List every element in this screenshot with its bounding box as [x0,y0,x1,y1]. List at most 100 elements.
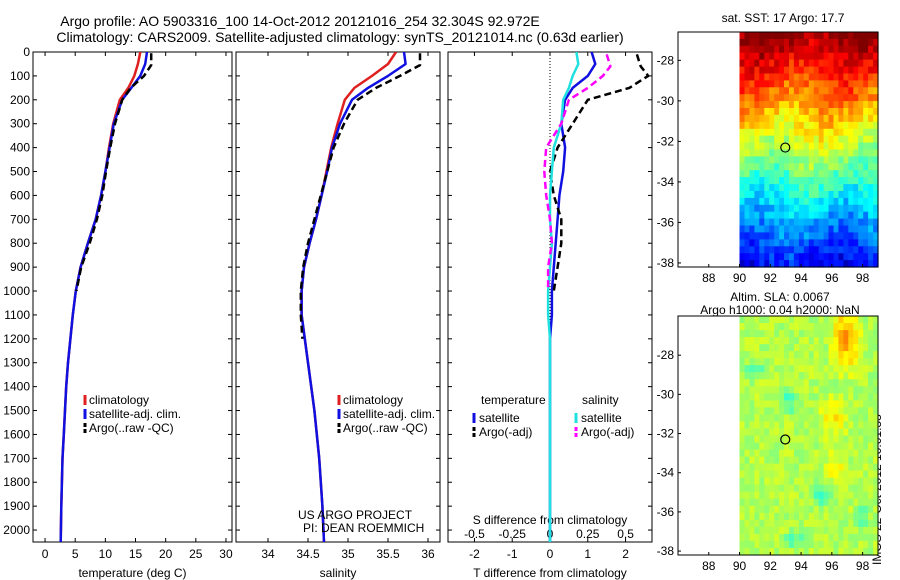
sst-map-cell [764,45,770,54]
sla-map-cell [754,365,760,373]
sst-map-cell [873,253,879,261]
sla-map-cell [759,463,765,472]
sla-map-cell [798,428,805,437]
sla-map-cell [764,358,770,366]
sla-map-cell [774,540,780,549]
sla-map-cell [873,540,879,549]
sla-map-cell [764,316,770,324]
sla-map-xtick-label: 88 [702,559,716,573]
sst-map-cell [838,149,844,157]
sst-map-cell [808,177,815,185]
sst-map-cell [863,32,869,40]
sst-map-cell [789,80,795,88]
sst-map-cell [813,163,820,171]
sla-map-cell [823,400,830,408]
sla-map-cell [828,330,834,338]
sst-map-cell [754,163,760,171]
sst-map-cell [739,45,745,54]
sla-map-cell [818,316,825,324]
sst-map-cell [848,260,854,268]
sst-map-cell [823,239,830,247]
sla-map-cell [789,484,795,493]
sla-map-cell [868,358,874,366]
sst-map-cell [759,149,765,157]
sst-map-cell [749,114,755,123]
legend-salinity-label: Argo(-adj) [581,425,634,439]
sst-map-cell [754,108,760,116]
sst-map-cell [798,80,805,88]
sst-map-cell [744,45,750,54]
sla-map-cell [784,421,790,429]
sst-map-cell [798,73,805,81]
sst-map-cell [779,59,785,68]
sla-map-cell [803,386,810,394]
sst-map-cell [858,204,864,213]
sla-map-cell [828,428,834,437]
sst-map-cell [774,128,780,137]
legend-temperature-label: Argo(-adj) [479,425,532,439]
sla-map-cell [744,470,750,479]
sla-map-cell [838,512,844,521]
sst-map-cell [769,218,775,227]
sla-map-cell [823,337,830,345]
sla-map-cell [808,449,815,458]
sst-map-cell [858,253,864,261]
sla-map-cell [863,463,869,472]
sla-map-cell [873,491,879,500]
sst-map-cell [853,142,859,151]
sla-map-cell [784,540,790,549]
sla-map-cell [789,386,795,394]
sla-map-cell [774,365,780,373]
sla-map-cell [739,379,745,387]
sla-map-cell [764,414,770,422]
sla-map-cell [769,421,775,429]
sst-map-cell [784,204,790,213]
sst-map-cell [828,52,834,61]
sst-map-cell [744,114,750,123]
sst-map-cell [873,149,879,157]
sla-map-cell [858,393,864,401]
sla-map-cell [813,477,820,486]
sst-map-cell [793,225,800,233]
sla-map-cell [784,330,790,338]
sla-map-cell [739,526,745,535]
sla-map-cell [749,386,755,394]
sla-map-cell [808,421,815,429]
sla-map-cell [833,400,839,408]
sst-map-cell [838,246,844,254]
sst-map-cell [813,239,820,247]
sla-map-xtick-label: 90 [733,559,747,573]
sst-map-cell [843,225,849,233]
sla-map-cell [838,414,844,422]
sst-map-cell [813,246,820,254]
sla-map-cell [759,421,765,429]
sst-map-cell [808,149,815,157]
sst-map-cell [769,197,775,206]
sst-map-cell [769,239,775,247]
sst-map-cell [848,142,854,151]
sla-map-cell [739,393,745,401]
sst-map-cell [823,87,830,95]
sdiff-tick-label: -0.5 [464,527,485,541]
sla-map-cell [774,533,780,542]
sla-map-cell [749,330,755,338]
sla-map-cell [744,351,750,359]
sla-map-cell [744,330,750,338]
sst-map-cell [863,163,869,171]
sst-map-cell [744,101,750,109]
sst-map-cell [739,218,745,227]
sla-map-cell [808,456,815,465]
sla-map-cell [863,316,869,324]
sst-map-cell [789,45,795,54]
sst-map-cell [803,204,810,213]
sst-map-cell [774,246,780,254]
sst-map-cell [764,246,770,254]
sst-map-cell [868,170,874,178]
sla-map-cell [774,386,780,394]
sla-map-cell [843,400,849,408]
sla-map-cell [749,358,755,366]
sla-map-cell [863,372,869,380]
sla-map-cell [868,526,874,535]
sst-map-cell [848,197,854,206]
temperature-xtick-label: 20 [159,547,173,561]
